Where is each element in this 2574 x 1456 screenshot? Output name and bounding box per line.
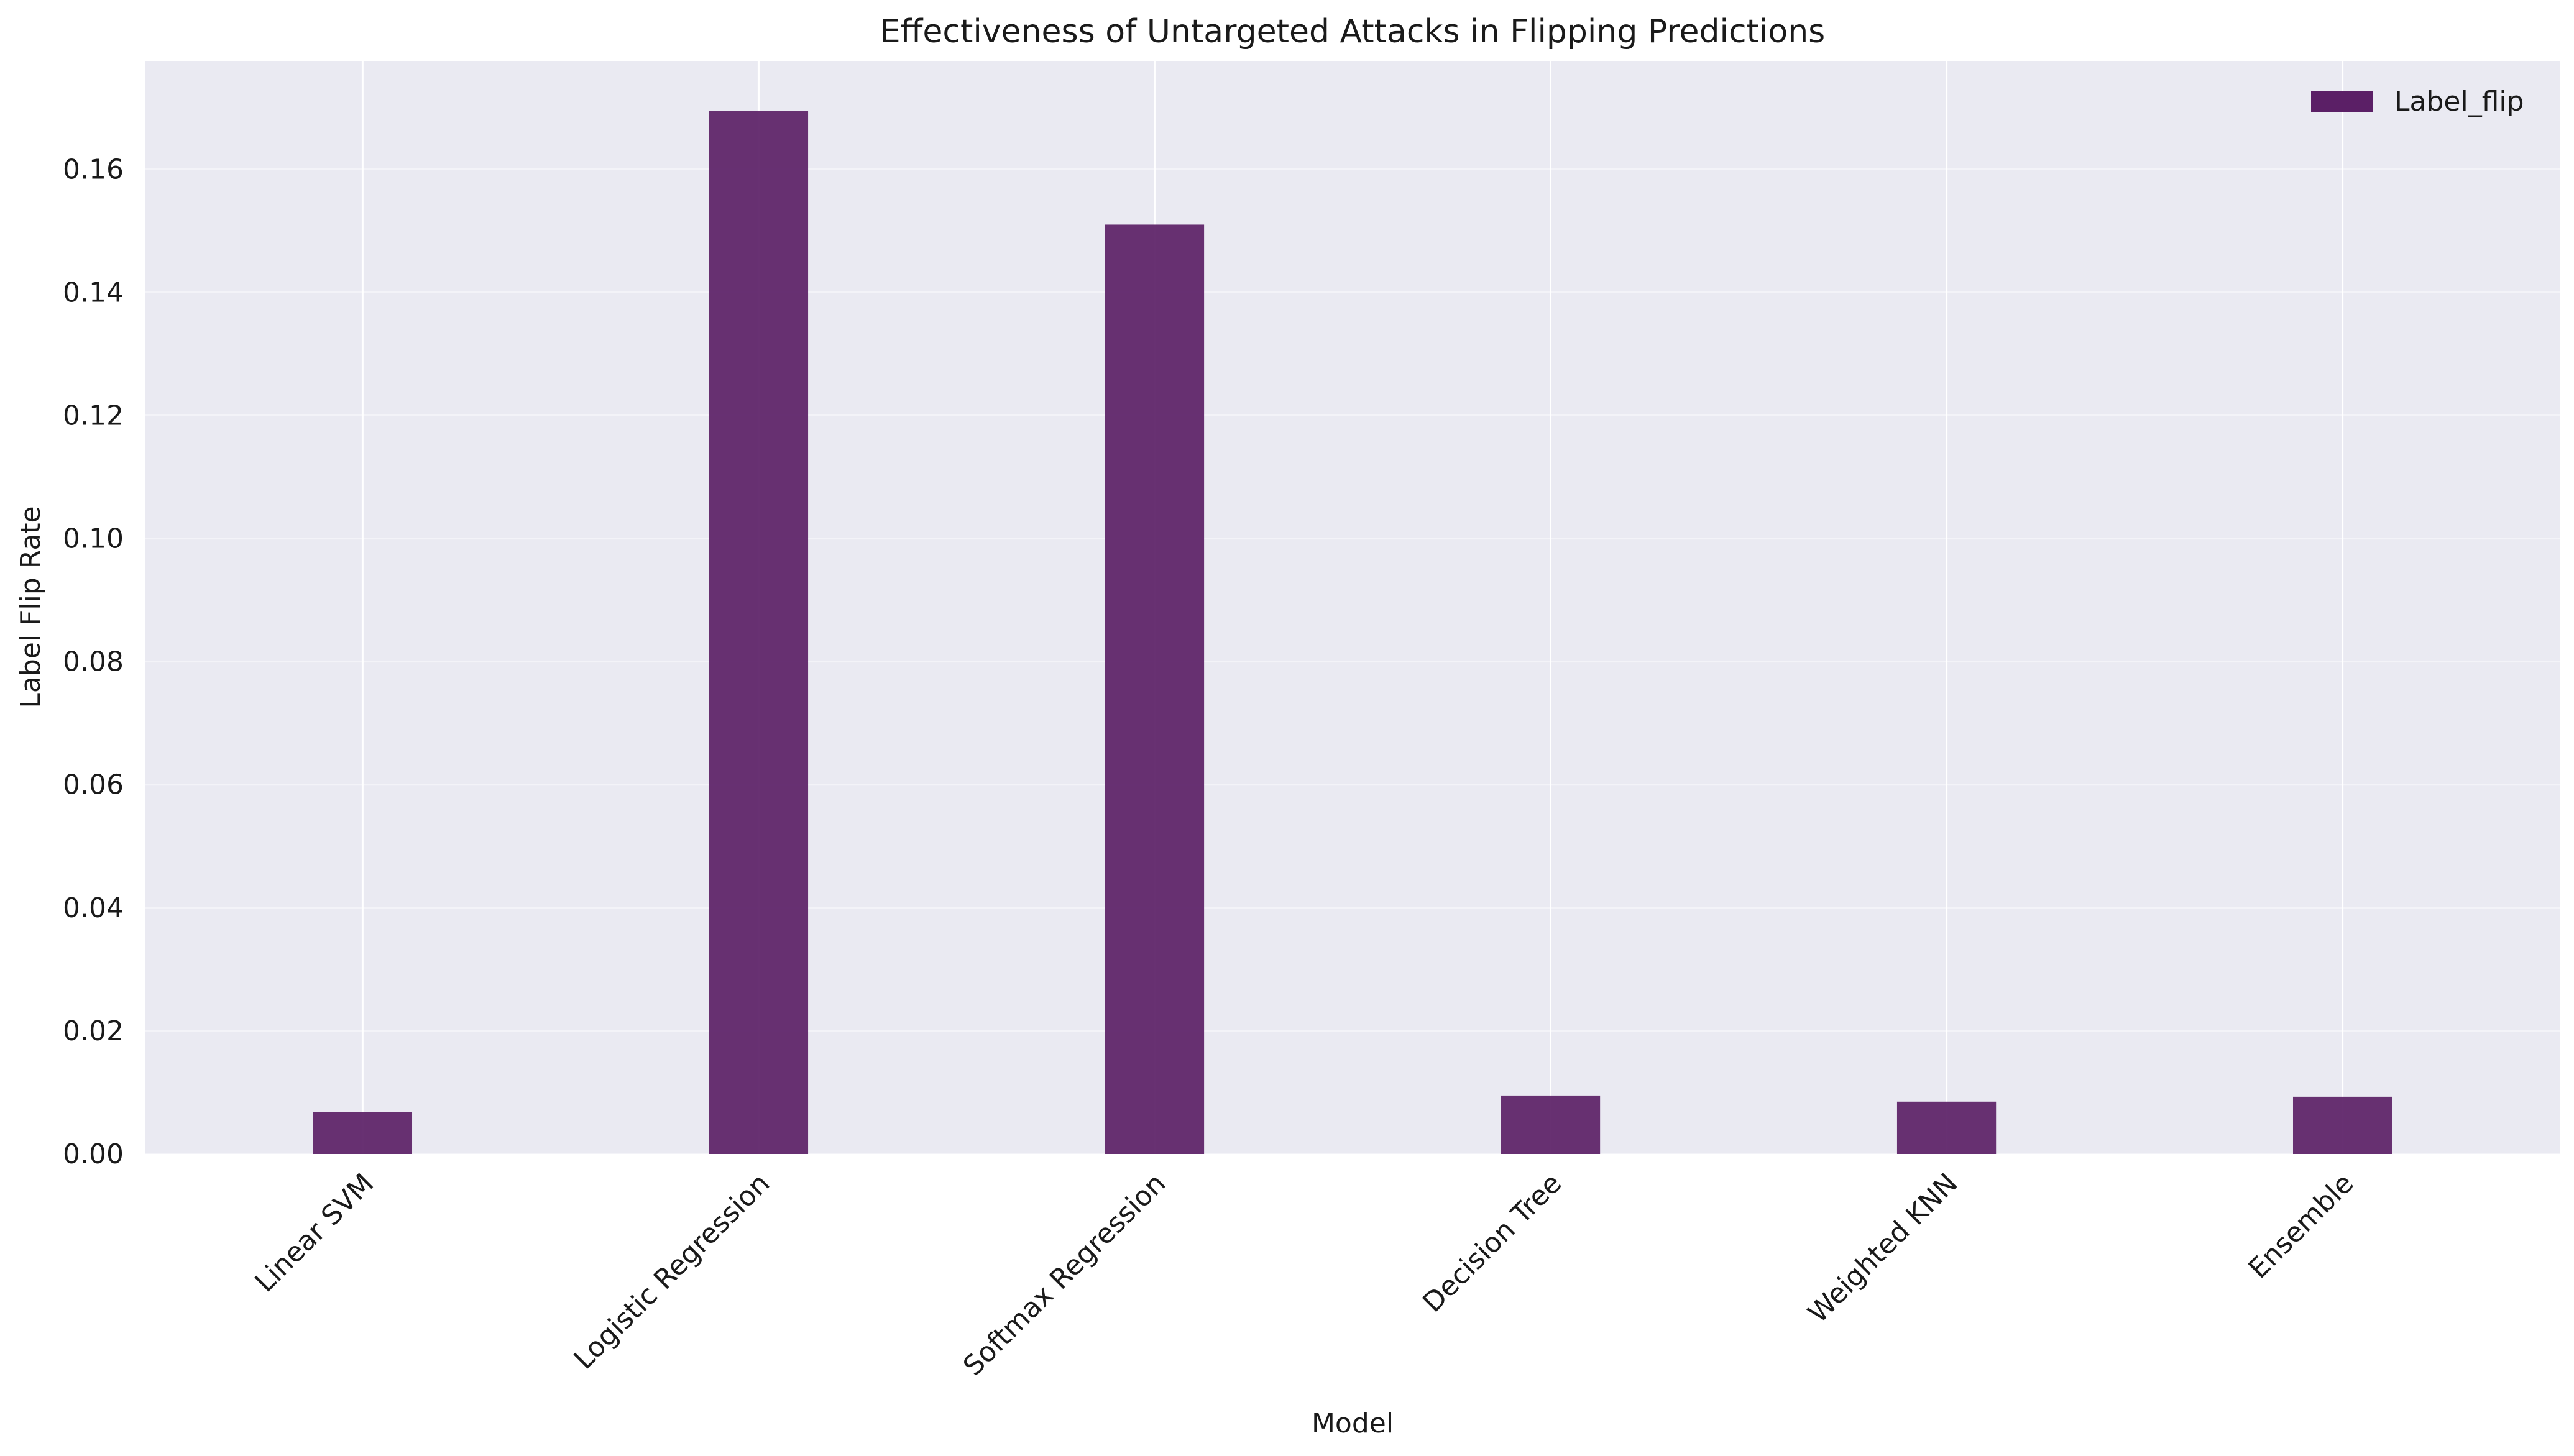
y-axis-ticks: 0.00 0.02 0.04 0.06 0.08 0.10 0.12 0.14 0.16 <box>63 153 124 1170</box>
x-tick-label: Ensemble <box>2243 1168 2360 1285</box>
x-tick-label: Decision Tree <box>1417 1168 1568 1319</box>
legend-entry-label-flip: Label_flip <box>2394 86 2524 117</box>
plot-background <box>145 61 2560 1154</box>
bar-decision-tree <box>1501 1095 1601 1154</box>
bar-linear-svm <box>313 1112 413 1154</box>
bar-weighted-knn <box>1896 1101 1997 1154</box>
legend: Label_flip <box>2311 86 2524 117</box>
x-axis-label: Model <box>1312 1408 1394 1439</box>
x-tick-label: Softmax Regression <box>957 1168 1172 1382</box>
y-tick-label: 0.16 <box>63 153 124 185</box>
chart-title: Effectiveness of Untargeted Attacks in F… <box>880 13 1826 50</box>
y-tick-label: 0.06 <box>63 769 124 801</box>
bar-logistic-regression <box>709 111 809 1155</box>
x-axis-ticks: Linear SVM Logistic Regression Softmax Reg… <box>249 1168 2360 1382</box>
y-tick-label: 0.02 <box>63 1015 124 1047</box>
legend-swatch <box>2311 91 2373 112</box>
bar-softmax-regression <box>1105 224 1205 1154</box>
x-tick-label: Weighted KNN <box>1802 1168 1964 1329</box>
y-tick-label: 0.04 <box>63 892 124 924</box>
x-tick-label: Linear SVM <box>249 1168 380 1299</box>
y-tick-label: 0.10 <box>63 523 124 555</box>
bars <box>313 111 2392 1155</box>
bar-ensemble <box>2292 1096 2392 1154</box>
y-tick-label: 0.14 <box>63 277 124 308</box>
y-axis-label: Label Flip Rate <box>15 506 47 708</box>
y-tick-label: 0.00 <box>63 1138 124 1170</box>
y-tick-label: 0.12 <box>63 400 124 431</box>
x-tick-label: Logistic Regression <box>568 1168 776 1376</box>
y-tick-label: 0.08 <box>63 646 124 678</box>
